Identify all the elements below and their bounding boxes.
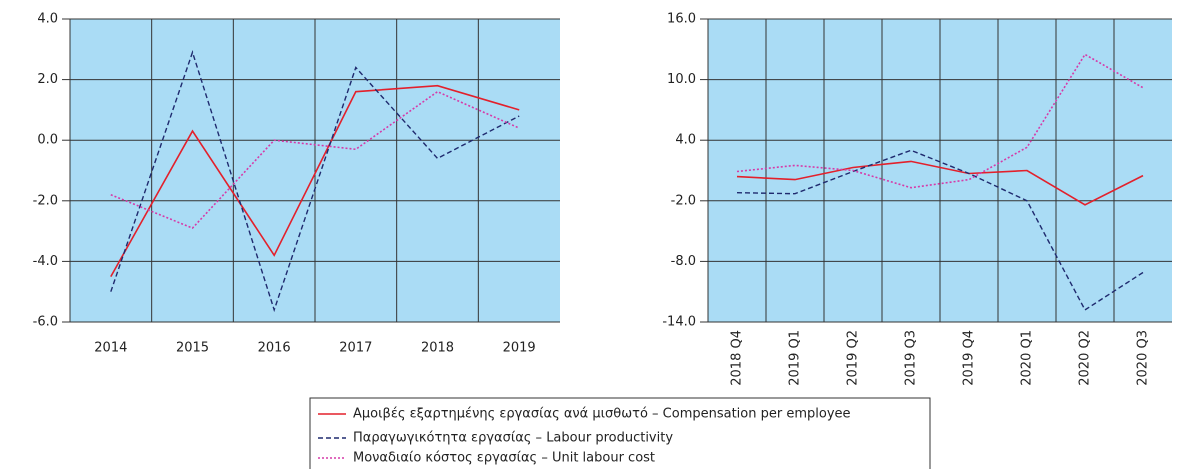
series-line: [110, 90, 520, 230]
x-tick-label: 2014: [94, 341, 127, 356]
legend: Αμοιβές εξαρτημένης εργασίας ανά μισθωτό…: [309, 397, 931, 469]
y-tick-label: -14.0: [662, 315, 696, 330]
x-tick-label: 2015: [176, 341, 209, 356]
x-tick-label: 2019 Q2: [846, 330, 861, 386]
plot: -14.0 -8.0 -2.0 4.0 10.0 16.0 2018 Q4 2019 Q1 20…: [662, 12, 1172, 386]
legend-label: Παραγωγικότητα εργασίας – Labour product…: [353, 431, 673, 446]
x-tick-label: 2016: [258, 341, 291, 356]
legend-label: Μοναδιαίο κόστος εργασίας – Unit labour …: [353, 451, 655, 466]
x-tick-label: 2018 Q4: [730, 330, 745, 386]
x-tick-label: 2017: [339, 341, 372, 356]
x-tick-label: 2018: [421, 341, 454, 356]
y-tick-label: 16.0: [667, 12, 696, 27]
legend-box: [309, 397, 931, 469]
x-tick-label: 2019 Q1: [788, 330, 803, 386]
series-line: [736, 149, 1144, 311]
y-tick-label: -8.0: [671, 254, 696, 269]
y-tick-label: 0.0: [37, 133, 58, 148]
x-tick-label: 2020 Q3: [1136, 330, 1151, 386]
legend-label: Αμοιβές εξαρτημένης εργασίας ανά μισθωτό…: [353, 407, 851, 422]
series-line: [736, 53, 1144, 189]
series-line: [736, 160, 1144, 206]
y-tick-label: 4.0: [37, 12, 58, 27]
y-tick-label: 4.0: [675, 133, 696, 148]
series-line: [110, 84, 520, 277]
x-tick-label: 2019 Q4: [962, 330, 977, 386]
y-tick-label: 2.0: [37, 72, 58, 87]
x-tick-label: 2020 Q1: [1020, 330, 1035, 386]
y-tick-label: 10.0: [667, 72, 696, 87]
y-tick-label: -4.0: [33, 254, 58, 269]
series-line: [110, 50, 520, 313]
x-tick-label: 2019: [503, 341, 536, 356]
plot: -6.0 -4.0 -2.0 0.0 2.0 4.0 2014 2015 2016 2017 201…: [33, 12, 560, 356]
y-tick-label: -2.0: [671, 193, 696, 208]
y-tick-label: -2.0: [33, 193, 58, 208]
x-tick-label: 2020 Q2: [1078, 330, 1093, 386]
y-tick-label: -6.0: [33, 315, 58, 330]
x-tick-label: 2019 Q3: [904, 330, 919, 386]
